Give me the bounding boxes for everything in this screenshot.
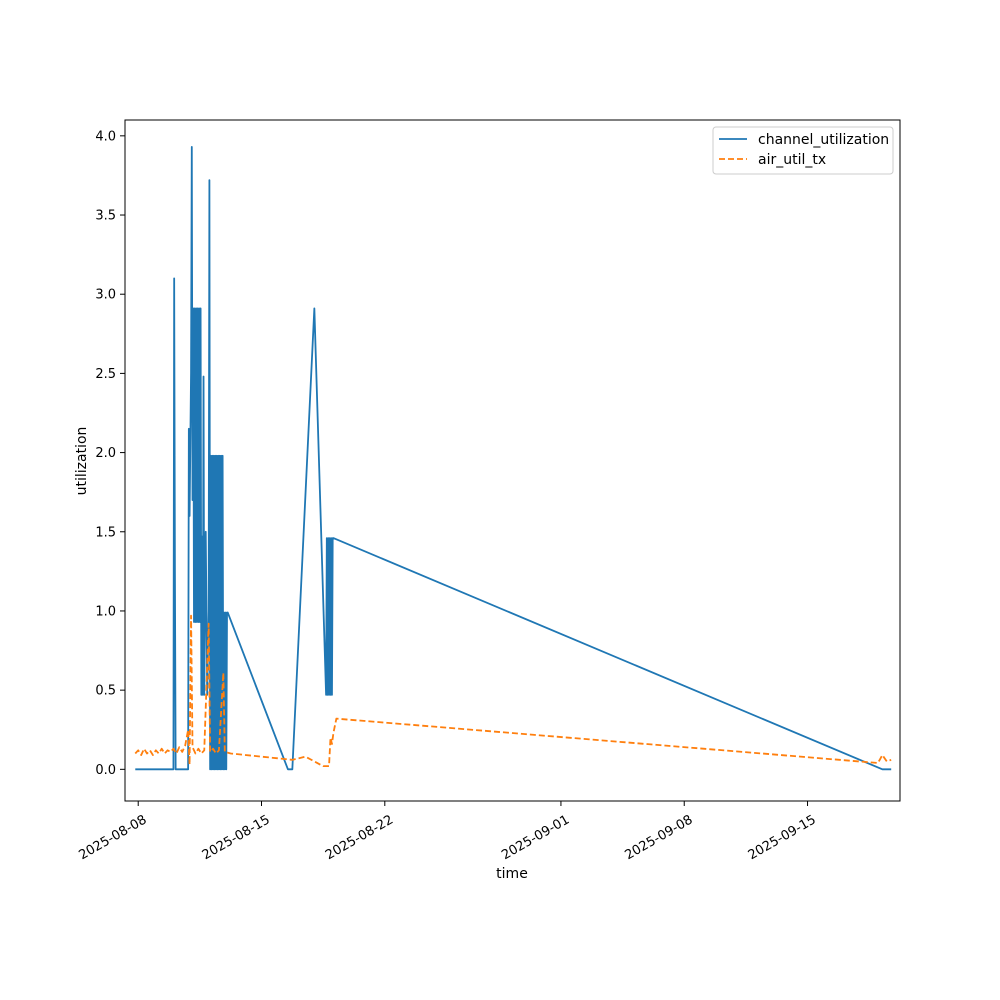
y-tick-label: 3.5 [95, 209, 116, 224]
legend: channel_utilization air_util_tx [712, 126, 894, 175]
y-tick-label: 4.0 [95, 129, 116, 144]
axes-frame [124, 119, 901, 802]
y-axis-ticks: 0.0 0.5 1.0 1.5 2.0 2.5 3.0 3.5 4.0 [95, 129, 125, 778]
legend-entry-air-util-tx: air_util_tx [758, 152, 826, 168]
series-line-channel-utilization [135, 146, 892, 771]
y-tick-label: 2.5 [95, 367, 116, 382]
y-tick-label: 0.5 [95, 684, 116, 699]
series-line-air-util-tx [134, 614, 892, 768]
legend-entry-channel-utilization: channel_utilization [758, 132, 889, 148]
legend-box [712, 126, 894, 175]
y-tick-label: 1.5 [95, 525, 116, 540]
y-tick-label: 2.0 [95, 446, 116, 461]
y-tick-label: 0.0 [95, 763, 116, 778]
x-axis-label: time [496, 866, 528, 882]
series-layer [134, 146, 892, 771]
y-axis-label: utilization [74, 427, 90, 496]
y-tick-label: 1.0 [95, 604, 116, 619]
y-tick-label: 3.0 [95, 288, 116, 303]
